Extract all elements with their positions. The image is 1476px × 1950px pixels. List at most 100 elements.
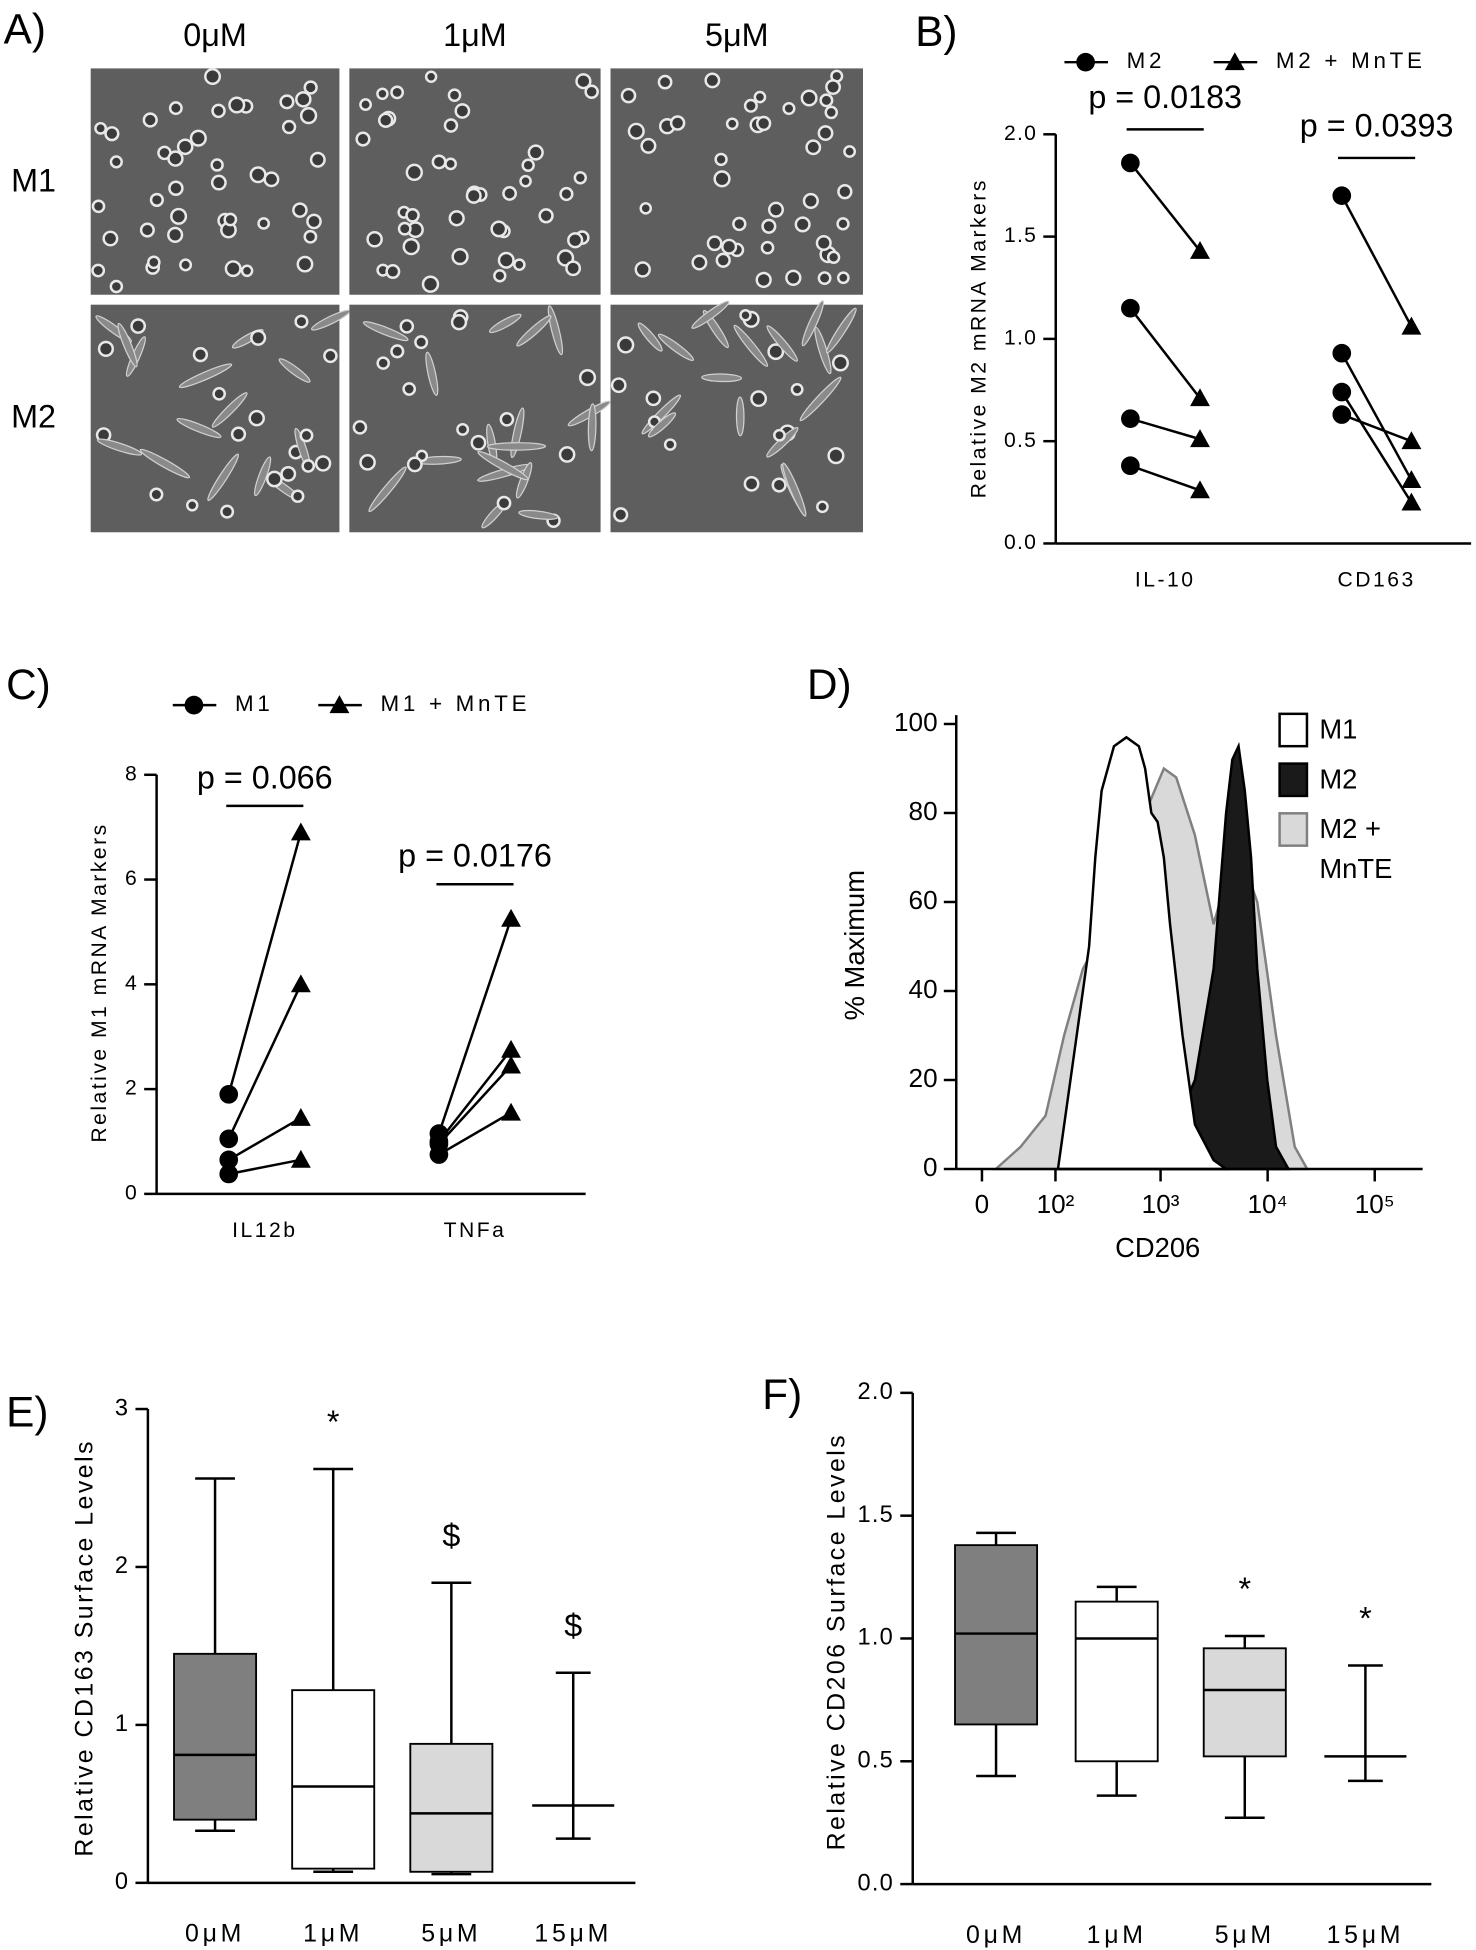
legend-swatch: [1278, 812, 1309, 847]
cell: [405, 163, 423, 182]
x-tick-label: 10³: [1142, 1189, 1180, 1219]
cell: [790, 382, 804, 396]
cell: [826, 307, 857, 354]
cell: [402, 382, 417, 396]
cell: [732, 216, 747, 232]
x-tick-label: 0μM: [966, 1921, 1026, 1949]
cell: [295, 91, 312, 108]
circle-marker: [1121, 409, 1140, 428]
circle-marker: [1121, 153, 1140, 173]
x-tick-label: 1μM: [1087, 1921, 1147, 1949]
cell: [176, 138, 194, 156]
cell: [513, 258, 526, 271]
circle-marker: [219, 1085, 239, 1104]
cell: [109, 155, 123, 169]
y-tick-label: 1.5: [1004, 224, 1037, 247]
triangle-marker: [1190, 388, 1210, 407]
cell: [739, 309, 752, 322]
cell: [303, 80, 318, 95]
cell: [210, 158, 224, 172]
cell: [97, 340, 115, 357]
cell: [760, 240, 775, 255]
micrograph: [610, 300, 863, 533]
cell: [296, 255, 314, 273]
cell: [451, 247, 469, 266]
y-tick-label: 4: [125, 972, 138, 995]
cell: [657, 74, 673, 90]
box: [1074, 1600, 1159, 1763]
cell: [362, 321, 409, 342]
cell: [613, 507, 629, 523]
cell: [450, 314, 468, 331]
y-tick-label: 1: [115, 1711, 129, 1737]
x-tick-label: 0: [975, 1189, 990, 1219]
x-tick-label: 15μM: [534, 1920, 612, 1948]
y-tick-label: 2.0: [1004, 122, 1037, 145]
significance-mark: *: [1238, 1571, 1251, 1607]
cell: [359, 454, 376, 471]
row-label: M2: [11, 399, 56, 435]
x-tick-label: CD163: [1337, 568, 1415, 591]
triangle-marker: [1190, 480, 1210, 499]
cell: [431, 154, 447, 170]
x-tick-label: 0μM: [185, 1920, 245, 1948]
cell: [773, 428, 786, 442]
cell: [91, 199, 106, 214]
cell: [211, 103, 226, 119]
cell: [240, 264, 254, 278]
y-axis-label: Relative M2 mRNA Markers: [967, 178, 990, 498]
cell: [837, 184, 853, 200]
cell: [782, 102, 796, 116]
p-value: p = 0.0183: [1088, 79, 1242, 115]
cell: [559, 186, 574, 202]
triangle-marker: [290, 1149, 311, 1168]
cell: [385, 264, 401, 280]
cell: [824, 105, 839, 120]
cell: [816, 500, 829, 514]
cell: [527, 144, 544, 161]
micrograph: [349, 68, 601, 295]
panel-label: D): [807, 661, 852, 708]
cell: [207, 453, 240, 502]
cell: [825, 79, 842, 95]
cell: [519, 174, 532, 188]
cell: [733, 324, 769, 367]
legend-label: M2: [1127, 48, 1166, 73]
pair-line: [227, 832, 303, 1095]
cell: [424, 70, 438, 83]
cell: [521, 158, 535, 172]
cell: [301, 459, 316, 473]
cell: [178, 363, 233, 389]
significance-mark: *: [1359, 1600, 1372, 1636]
cell: [280, 465, 297, 482]
cell: [499, 412, 515, 427]
cell: [701, 373, 743, 383]
legend-label: M1: [235, 691, 274, 716]
box: [291, 1689, 376, 1870]
triangle-marker: [1190, 240, 1210, 259]
cell: [96, 438, 143, 456]
y-tick-label: 3: [115, 1395, 129, 1421]
cell: [109, 279, 124, 294]
triangle-marker: [290, 822, 311, 841]
cell: [405, 208, 420, 223]
cell: [443, 118, 459, 133]
cell: [323, 348, 338, 364]
x-axis-label: CD206: [1115, 1232, 1200, 1263]
triangle-marker: [1190, 429, 1210, 448]
x-tick-label: 5μM: [421, 1920, 481, 1948]
cell: [516, 315, 552, 347]
cell: [766, 325, 798, 362]
x-tick-label: 10⁴: [1248, 1189, 1288, 1219]
cell: [167, 150, 184, 167]
cell: [753, 90, 767, 104]
y-tick-label: 1.5: [858, 1502, 895, 1528]
cell: [761, 218, 777, 234]
cell: [204, 67, 222, 85]
histogram-area: [1155, 741, 1291, 1171]
cell: [230, 426, 247, 442]
cell: [743, 98, 758, 113]
circle-marker: [219, 1164, 239, 1184]
cell: [447, 88, 462, 102]
y-tick-label: 6: [125, 867, 138, 890]
